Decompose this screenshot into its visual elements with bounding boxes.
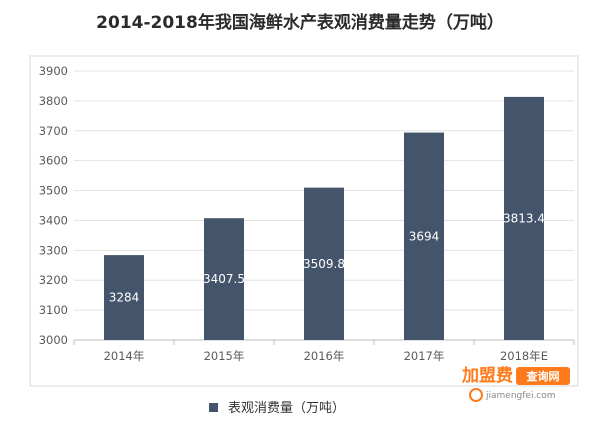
watermark-url: jiamengfei.com [485, 391, 556, 401]
legend-label: 表观消费量（万吨） [228, 401, 345, 416]
bar-value-label: 3509.8 [303, 257, 345, 271]
bar-value-label: 3407.5 [203, 272, 245, 286]
plot-frame [29, 55, 579, 387]
watermark: 加盟费 查询网 jiamengfei.com [461, 365, 570, 402]
chart-title: 2014-2018年我国海鲜水产表观消费量走势（万吨） [96, 12, 504, 33]
x-axis: 2014年 2015年 2016年 2017年 2018年E [73, 340, 575, 363]
x-tick-label: 2015年 [204, 349, 245, 363]
bar-2017年 [404, 132, 444, 340]
watermark-brand: 加盟费 [461, 365, 513, 386]
watermark-tag: 查询网 [527, 369, 560, 383]
y-tick-label: 3200 [39, 273, 68, 287]
x-tick-label: 2014年 [104, 349, 145, 363]
x-tick-label: 2017年 [404, 349, 445, 363]
x-tick-label: 2016年 [304, 349, 345, 363]
y-tick-label: 3700 [39, 124, 68, 138]
grid-lines [74, 70, 574, 341]
bar-value-label: 3284 [109, 291, 140, 305]
y-tick-label: 3000 [39, 333, 68, 347]
y-axis: 3000 3100 3200 3300 3400 3500 3600 3700 3800 3900 [39, 64, 68, 347]
y-tick-label: 3500 [39, 184, 68, 198]
y-tick-label: 3900 [39, 64, 68, 78]
y-tick-label: 3800 [39, 94, 68, 108]
watermark-logo-icon [469, 388, 483, 402]
y-tick-label: 3300 [39, 243, 68, 257]
y-tick-label: 3400 [39, 213, 68, 227]
legend: 表观消费量（万吨） [209, 401, 345, 416]
y-tick-label: 3600 [39, 154, 68, 168]
bar-value-label: 3813.4 [503, 211, 545, 225]
bar-2016年 [304, 187, 344, 340]
bars: 3284 3407.5 3509.8 3694 3813.4 [104, 96, 545, 340]
bar-2018年E [504, 96, 544, 340]
x-tick-label: 2018年E [500, 349, 548, 363]
y-tick-label: 3100 [39, 303, 68, 317]
bar-value-label: 3694 [409, 229, 440, 243]
bar-2015年 [204, 218, 244, 340]
watermark-tag-badge [516, 367, 570, 385]
bar-2014年 [104, 255, 144, 340]
legend-swatch [209, 403, 218, 412]
